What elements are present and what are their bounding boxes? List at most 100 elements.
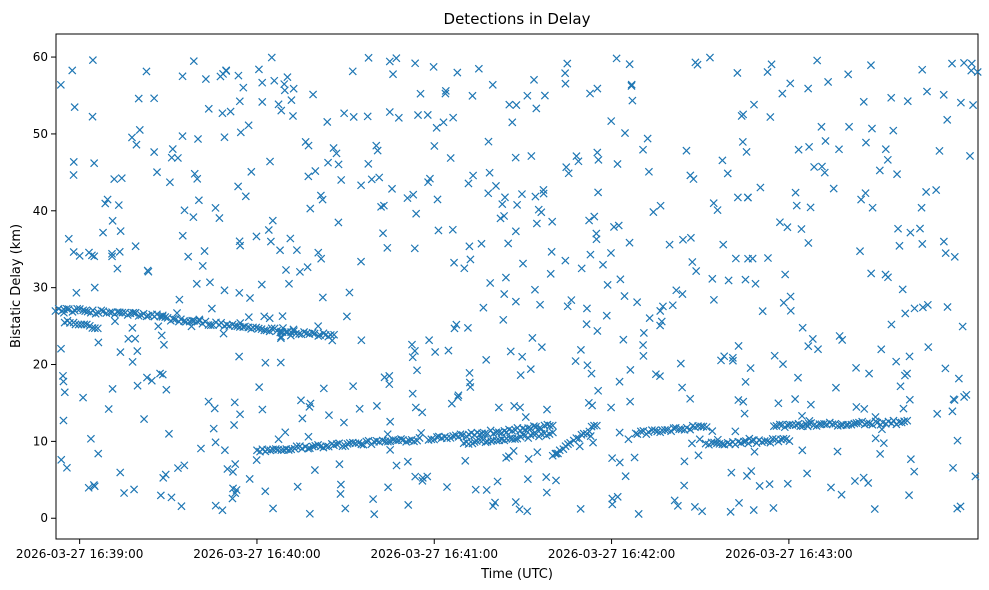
data-point: [857, 195, 866, 204]
data-point: [433, 195, 442, 204]
data-point: [656, 306, 665, 315]
data-point: [264, 225, 273, 235]
data-point: [779, 434, 788, 443]
data-point: [797, 225, 806, 234]
data-point: [107, 249, 117, 258]
data-point: [516, 403, 525, 412]
data-point: [306, 399, 315, 408]
data-point: [234, 182, 243, 191]
data-point: [656, 321, 665, 330]
data-point: [804, 84, 813, 93]
data-point: [897, 418, 906, 427]
data-point: [521, 413, 530, 422]
data-point: [924, 343, 933, 352]
data-point: [204, 397, 213, 406]
data-point: [337, 175, 346, 184]
data-point: [709, 295, 718, 304]
data-point: [511, 434, 520, 444]
data-point: [169, 315, 178, 324]
data-point: [274, 100, 283, 109]
data-point: [695, 435, 704, 444]
data-point: [645, 314, 654, 323]
data-point: [918, 303, 927, 312]
data-point: [357, 440, 366, 449]
data-point: [235, 352, 244, 361]
data-point: [316, 191, 325, 200]
data-point: [295, 267, 304, 276]
data-point: [252, 456, 261, 465]
data-point: [175, 295, 184, 304]
data-point: [332, 149, 341, 158]
data-point: [209, 424, 218, 433]
data-point: [385, 371, 394, 380]
data-point: [318, 293, 327, 302]
data-point: [348, 67, 357, 76]
data-point: [774, 399, 783, 408]
data-point: [718, 156, 727, 165]
data-point: [165, 178, 174, 187]
data-point: [948, 407, 957, 416]
data-point: [883, 155, 892, 164]
data-point: [324, 411, 333, 420]
data-point: [539, 189, 548, 198]
data-point: [649, 208, 658, 217]
data-point: [749, 100, 759, 109]
data-point: [196, 444, 205, 453]
data-point: [686, 425, 695, 434]
data-point: [117, 174, 126, 183]
data-point: [328, 336, 337, 345]
data-point: [563, 59, 572, 68]
x-tick-label: 2026-03-27 16:42:00: [548, 547, 675, 561]
data-point: [206, 321, 215, 330]
data-point: [178, 72, 187, 81]
data-point: [861, 189, 870, 198]
data-point: [879, 439, 888, 448]
data-point: [537, 343, 546, 352]
data-point: [817, 122, 826, 131]
data-point: [590, 421, 599, 430]
data-point: [639, 328, 648, 337]
data-point: [132, 140, 141, 149]
data-point: [355, 404, 364, 413]
x-tick-label: 2026-03-27 16:41:00: [371, 547, 498, 561]
data-point: [187, 322, 196, 331]
data-point: [779, 298, 788, 307]
plot-frame: [55, 33, 979, 540]
data-point: [482, 485, 491, 495]
data-point: [766, 438, 775, 447]
data-point: [94, 338, 103, 347]
data-point: [943, 302, 952, 312]
data-point: [173, 464, 182, 473]
data-point: [418, 408, 427, 417]
data-point: [69, 157, 78, 166]
data-point: [164, 429, 173, 438]
data-point: [778, 89, 787, 98]
data-point: [131, 242, 140, 251]
data-point: [372, 141, 381, 150]
data-point: [267, 324, 276, 333]
data-point: [235, 97, 244, 106]
data-point: [470, 437, 479, 447]
data-point: [943, 115, 952, 124]
data-point: [260, 312, 269, 321]
data-point: [110, 317, 120, 326]
data-point: [284, 445, 293, 455]
data-point: [90, 283, 99, 292]
data-point: [88, 56, 97, 65]
data-point: [965, 151, 975, 160]
data-point: [603, 280, 612, 289]
data-point: [900, 417, 909, 426]
data-point: [490, 498, 500, 507]
data-point: [235, 288, 244, 297]
data-point: [201, 75, 210, 84]
data-point: [731, 254, 740, 263]
data-point: [861, 138, 870, 147]
data-point: [542, 473, 551, 482]
data-point: [56, 80, 65, 89]
data-point: [90, 252, 99, 261]
data-point: [905, 395, 914, 404]
data-point: [922, 87, 932, 96]
data-point: [194, 196, 203, 205]
data-point: [699, 422, 708, 431]
data-point: [407, 340, 416, 349]
